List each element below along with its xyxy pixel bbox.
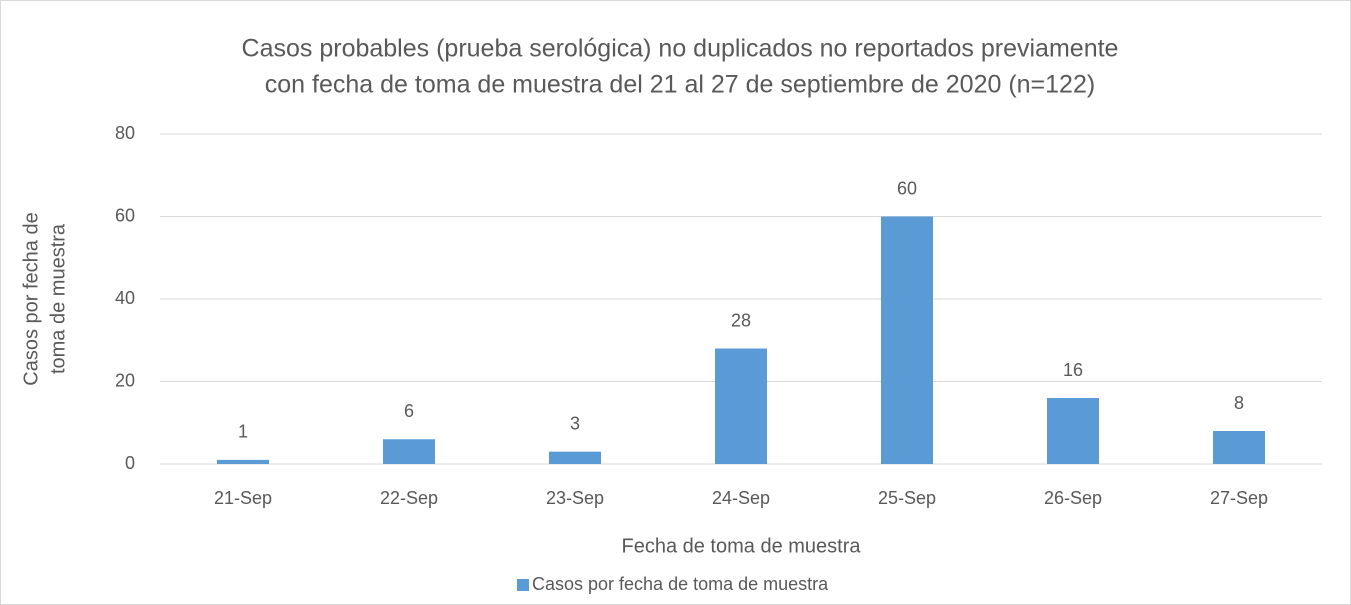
x-tick-label: 24-Sep bbox=[712, 488, 770, 508]
legend-swatch bbox=[517, 579, 529, 591]
legend-label: Casos por fecha de toma de muestra bbox=[532, 574, 829, 594]
value-label: 28 bbox=[731, 310, 751, 330]
value-label: 8 bbox=[1234, 393, 1244, 413]
value-label: 1 bbox=[238, 422, 248, 442]
x-axis-title: Fecha de toma de muestra bbox=[621, 535, 861, 557]
x-tick-label: 27-Sep bbox=[1210, 488, 1268, 508]
bar bbox=[1047, 398, 1099, 464]
bar bbox=[383, 439, 435, 464]
chart-title: con fecha de toma de muestra del 21 al 2… bbox=[265, 71, 1095, 99]
bar bbox=[1213, 431, 1265, 464]
bar bbox=[715, 348, 767, 464]
x-tick-label: 21-Sep bbox=[214, 488, 272, 508]
y-tick-label: 40 bbox=[115, 288, 135, 308]
y-tick-label: 0 bbox=[125, 453, 135, 473]
bar bbox=[549, 451, 601, 464]
value-label: 3 bbox=[570, 413, 580, 433]
y-tick-label: 80 bbox=[115, 123, 135, 143]
y-axis-title-line: Casos por fecha de bbox=[20, 212, 42, 385]
y-axis-title-line: toma de muestra bbox=[47, 223, 69, 374]
value-label: 6 bbox=[404, 401, 414, 421]
bar bbox=[217, 459, 269, 464]
y-tick-label: 20 bbox=[115, 370, 135, 390]
bar bbox=[881, 216, 933, 464]
x-tick-label: 26-Sep bbox=[1044, 488, 1102, 508]
value-label: 16 bbox=[1063, 360, 1083, 380]
x-tick-label: 22-Sep bbox=[380, 488, 438, 508]
x-tick-label: 23-Sep bbox=[546, 488, 604, 508]
value-label: 60 bbox=[897, 178, 917, 198]
x-tick-label: 25-Sep bbox=[878, 488, 936, 508]
y-tick-label: 60 bbox=[115, 205, 135, 225]
y-axis-title: Casos por fecha de toma de muestra bbox=[20, 212, 69, 385]
chart-title: Casos probables (prueba serológica) no d… bbox=[242, 35, 1119, 63]
